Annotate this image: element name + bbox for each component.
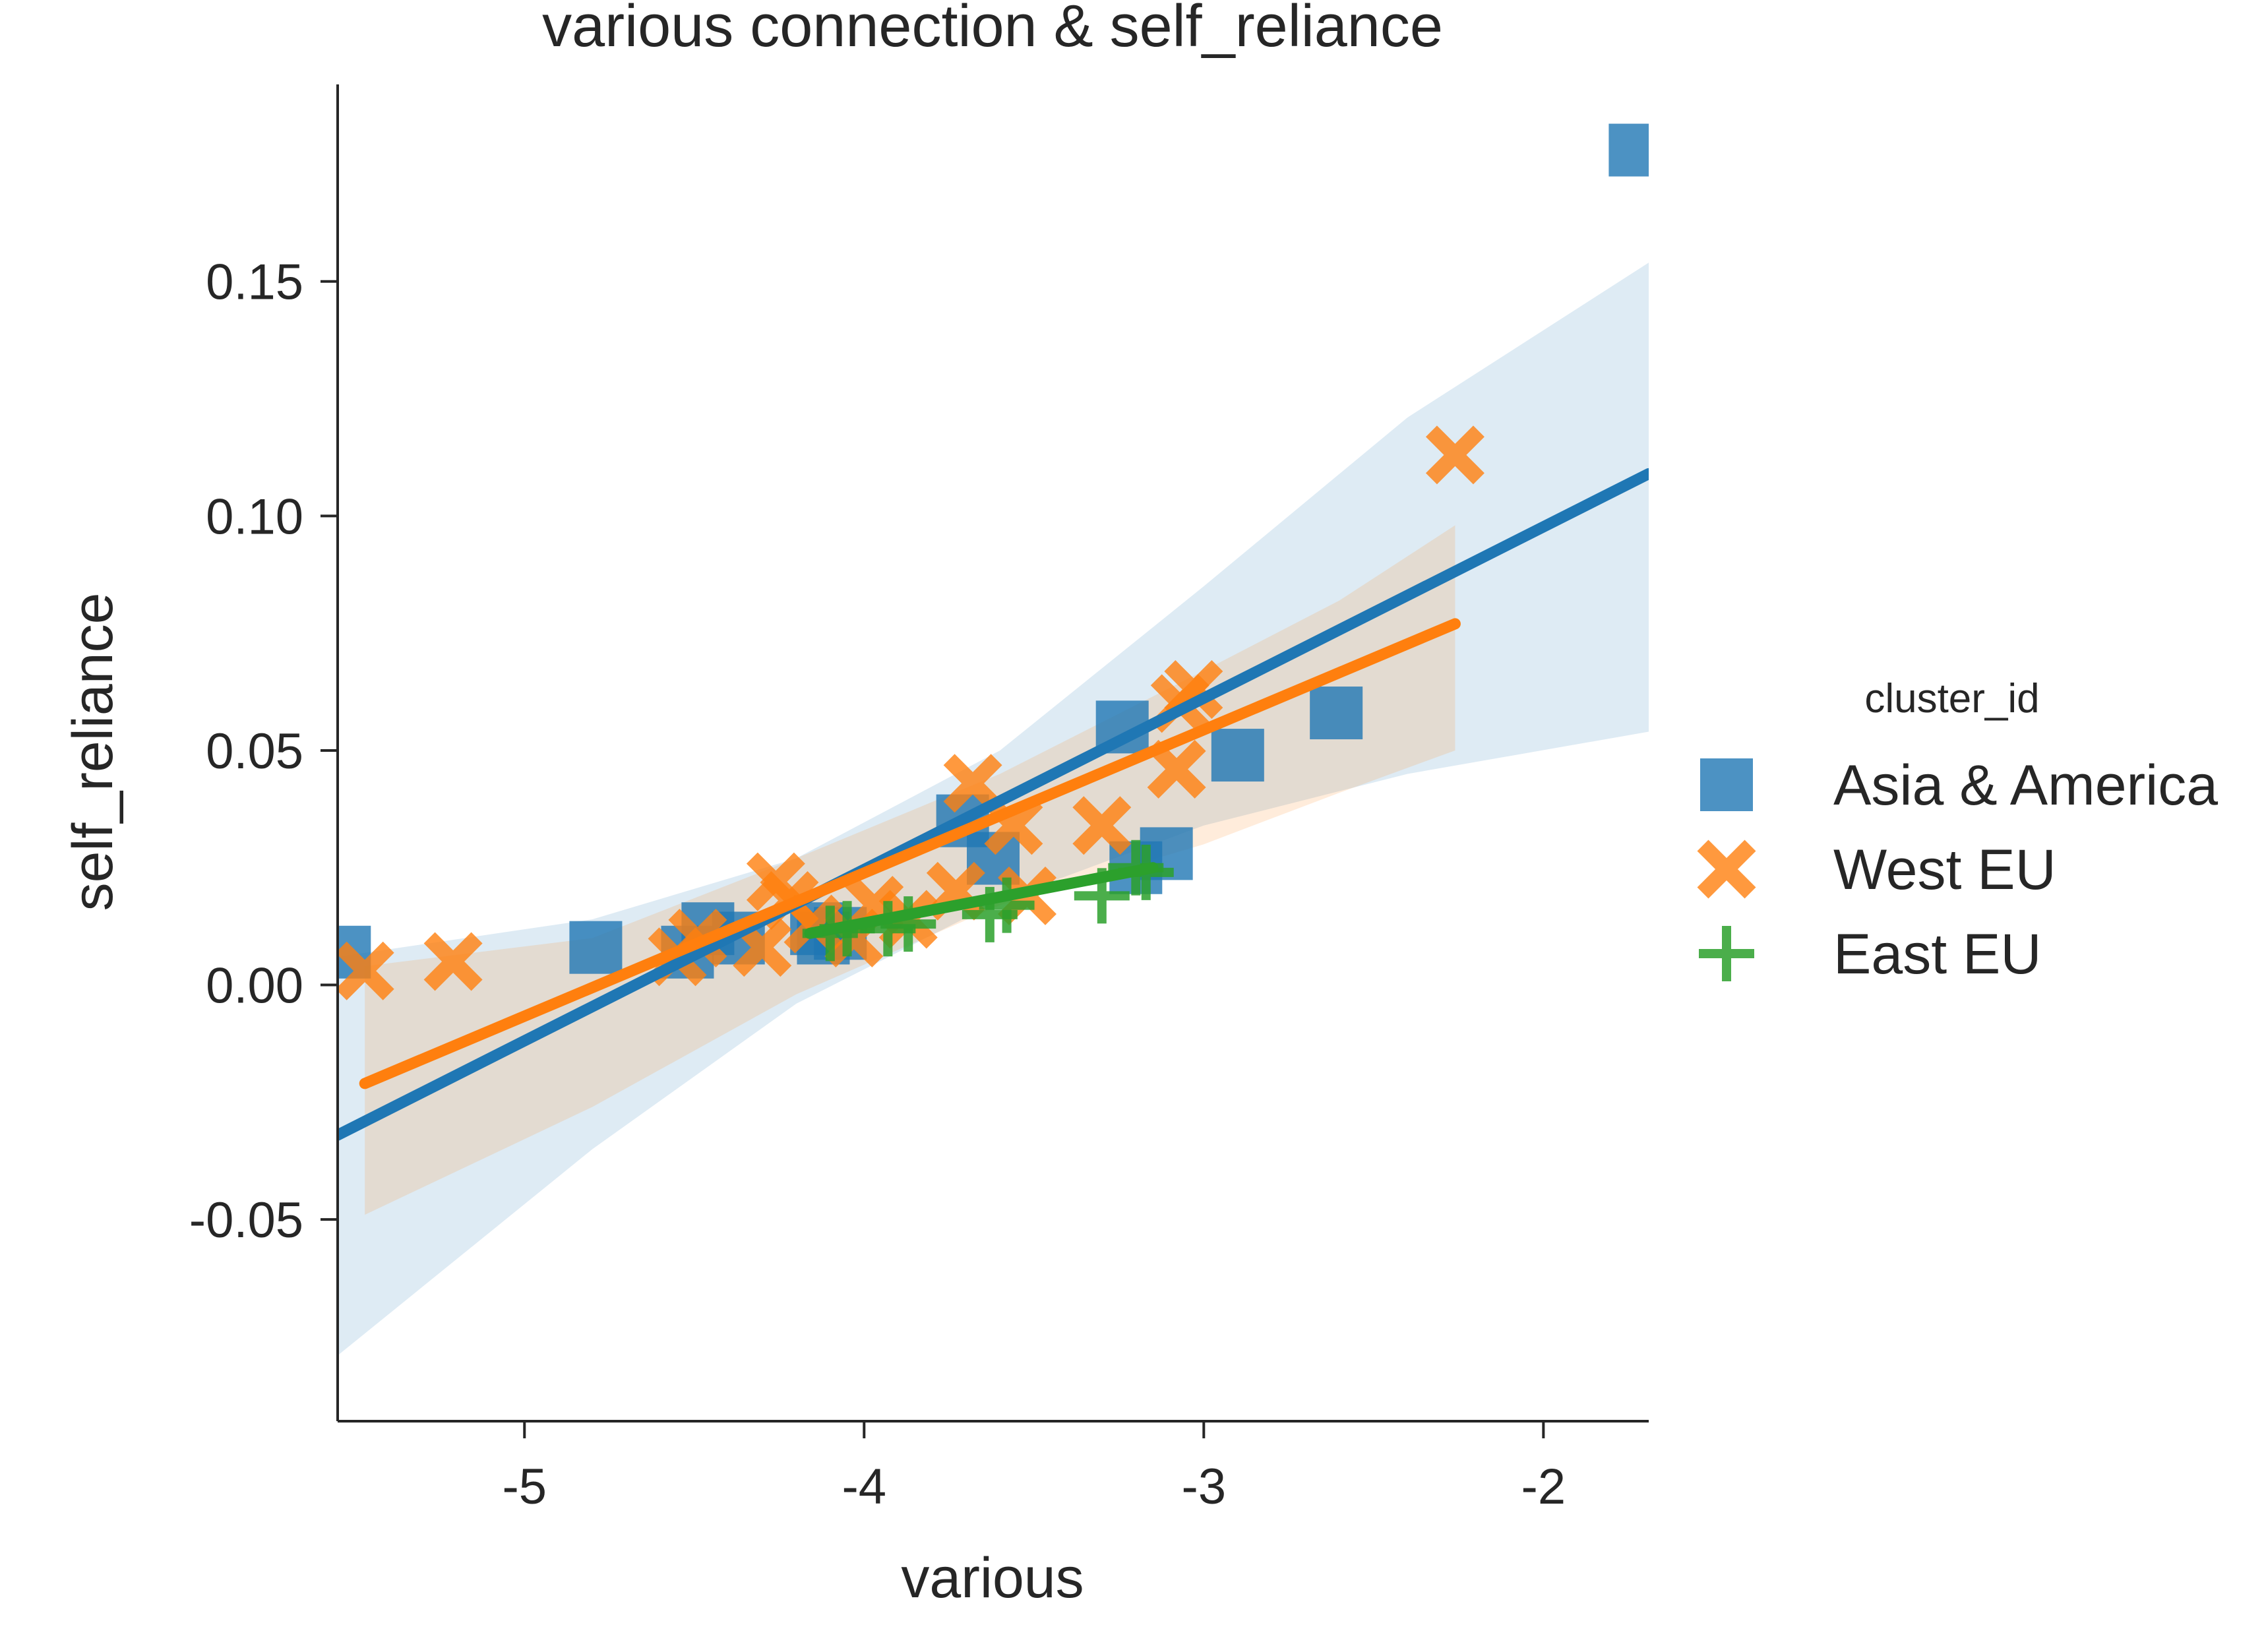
data-point-1-19-stroke [1425,425,1485,485]
data-point-1-12 [943,754,1002,813]
legend-marker-1 [1697,840,1756,899]
y-tick-label-2: 0.05 [206,723,303,780]
x-tick-label-2: -3 [1182,1459,1227,1515]
legend-marker-0 [1700,758,1753,811]
legend-marker-2 [1699,926,1754,981]
legend-marker-2-stroke [1699,926,1754,981]
plot-area: -5 -4 -3 -2 -0.05 0.00 0.05 0.10 0.15 [189,84,1649,1515]
data-point-1-1 [423,932,483,991]
data-point-0-13 [1211,729,1264,782]
data-point-1-0-stroke [338,941,394,1000]
legend-label-1: West EU [1833,838,2056,902]
legend-label-2: East EU [1833,923,2041,986]
x-tick-label-0: -5 [502,1459,547,1515]
y-tick-label-0: -0.05 [189,1192,303,1248]
legend-marker-1-stroke [1697,840,1756,899]
data-point-1-12-stroke [943,754,1002,813]
legend-label-0: Asia & America [1833,754,2218,817]
data-point-1-15 [1072,796,1132,855]
legend-title: cluster_id [1864,676,2039,721]
legend: cluster_id Asia & America West EU East EU [1697,676,2218,986]
data-point-0-1 [569,921,623,974]
x-tick-label-3: -2 [1521,1459,1566,1515]
data-point-1-13 [984,796,1043,855]
regression-line-1 [359,618,1461,1089]
y-axis-label: self_reliance [61,593,125,911]
regression-line-0 [338,468,1649,1141]
x-axis-label: various [901,1546,1084,1610]
data-point-1-15-stroke [1072,796,1132,855]
data-point-2-3 [880,896,936,952]
data-point-2-3-stroke [880,896,936,952]
data-point-1-19 [1425,425,1485,485]
data-point-0-14 [1310,687,1363,740]
data-point-1-1-stroke [423,932,483,991]
data-point-2-5-stroke [979,877,1035,933]
y-tick-label-4: 0.15 [206,255,303,311]
chart-title: various connection & self_reliance [542,0,1443,59]
x-tick-label-1: -4 [842,1459,887,1515]
data-layer [338,123,1649,1356]
data-point-1-0 [338,941,394,1000]
data-point-1-13-stroke [984,796,1043,855]
y-tick-label-1: 0.00 [206,958,303,1014]
data-point-2-5 [979,877,1035,933]
y-tick-label-3: 0.10 [206,489,303,545]
regression-line-2 [804,862,1159,939]
data-point-0-15 [1608,123,1649,177]
ci-band-1 [365,525,1455,1215]
